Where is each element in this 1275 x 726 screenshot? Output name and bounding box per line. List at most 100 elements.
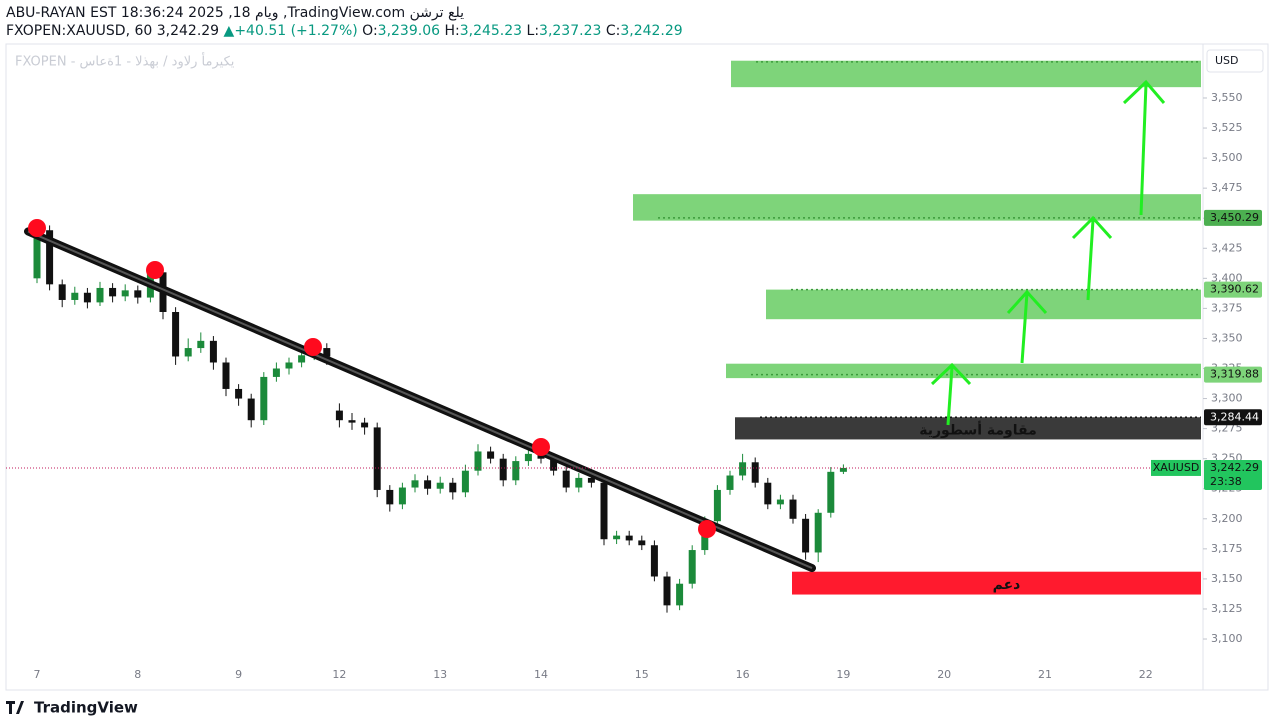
logo-text: TradingView [34,699,138,717]
y-tick-label: 3,150 [1211,572,1243,585]
touch-point [28,219,46,237]
price-label-box [1204,281,1262,298]
x-tick-label: 9 [235,668,242,681]
candle-body [827,471,835,513]
price-label-box [1204,459,1262,490]
y-tick-label: 3,200 [1211,512,1243,525]
candle-body [197,340,205,349]
candle-body [587,477,595,483]
h-label: H: [444,23,460,39]
arrow [1122,79,1166,216]
header-line: ABU-RAYAN EST 18:36:24 2025 ,18 ويام ,Tr… [6,5,465,21]
y-tick-label: 3,300 [1211,392,1243,405]
zones: مقاومة أسطورية دعم [633,60,1201,595]
symbol: FXOPEN:XAUUSD, 60 [6,23,153,39]
y-tick-label: 3,100 [1211,632,1243,645]
candle-body [600,482,608,540]
candle-body [58,284,66,300]
frame [5,43,1269,691]
candle-body [613,535,621,540]
candle-body [222,362,230,389]
y-tick-label: 3,400 [1211,271,1243,284]
price-label-box [1204,209,1262,226]
candle-body [676,583,684,606]
candle-body [713,489,721,522]
o-label: O: [362,23,378,39]
change: +40.51 (+1.27%) [234,23,358,39]
candle-body [562,470,570,488]
arrow [930,362,972,426]
candle-body [134,290,142,298]
candle-body [764,482,772,505]
price-label: 3,450.29 [1210,211,1259,224]
candle-body [550,458,558,471]
currency-box[interactable] [1206,49,1264,73]
y-tick-label: 3,525 [1211,121,1243,134]
candle-body [802,518,810,553]
candle-body [726,475,734,490]
candle-body [537,453,545,459]
zone [766,289,1201,320]
candle-body [298,355,306,363]
candle-body [524,453,532,462]
y-tick-label: 3,425 [1211,241,1243,254]
l-label: L: [526,23,540,39]
y-tick-label: 3,125 [1211,602,1243,615]
x-tick-label: 16 [736,668,750,681]
candle-body [184,348,192,357]
o: 3,239.06 [377,23,441,39]
candle-body [512,461,520,481]
candle-body [285,362,293,369]
candle-body [109,287,117,297]
x-tick-label: 15 [635,668,649,681]
candles [33,223,847,613]
logo: TradingView [6,699,138,717]
arrows [930,79,1166,426]
candle-body [814,512,822,553]
price-label: 3,319.88 [1210,368,1259,381]
candle-body [398,487,406,505]
touch-point [146,261,164,279]
arrow [1071,215,1113,301]
zone-label: مقاومة أسطورية [919,420,1037,438]
y-tick-label: 3,350 [1211,331,1243,344]
y-tick-label: 3,375 [1211,301,1243,314]
candle-body [33,230,41,279]
candle-body [260,376,268,421]
touch-point [304,338,322,356]
header: ABU-RAYAN EST 18:36:24 2025 ,18 ويام ,Tr… [6,4,683,40]
symbol-line: FXOPEN:XAUUSD, 60 3,242.29 ▲+40.51 (+1.2… [6,22,683,40]
price-axis: 3,1003,1253,1503,1753,2003,2253,2503,275… [34,91,1262,681]
zone-label: دعم [993,577,1021,593]
candle-body [688,550,696,584]
drawings [6,219,1203,573]
price-label: 3,284.44 [1210,410,1259,423]
candle-body [361,422,369,428]
arrow: ▲ [223,23,235,39]
candle-body [96,287,104,303]
x-tick-label: 8 [134,668,141,681]
currency: USD [1215,54,1239,67]
candle-body [436,482,444,489]
countdown: 23:38 [1210,475,1242,488]
candle-body [650,545,658,577]
x-tick-label: 13 [433,668,447,681]
x-tick-label: 7 [34,668,41,681]
candle-body [424,480,432,489]
candle-body [335,410,343,421]
candle-body [323,348,331,357]
candle-body [348,420,356,423]
ticker-tag-box [1151,459,1201,476]
price-label: 3,390.62 [1210,283,1259,296]
x-tick-label: 20 [937,668,951,681]
price-label-box [1204,366,1262,383]
candle-body [373,427,381,490]
price-label: 3,242.29 [1210,461,1259,474]
candle-body [411,480,419,488]
y-tick-label: 3,175 [1211,542,1243,555]
watermark: FXOPEN - يكيرمأ رلاود / بهذلا - 1ةعاس [15,52,235,70]
candle-body [449,482,457,493]
candle-body [386,489,394,505]
candle-body [789,499,797,519]
